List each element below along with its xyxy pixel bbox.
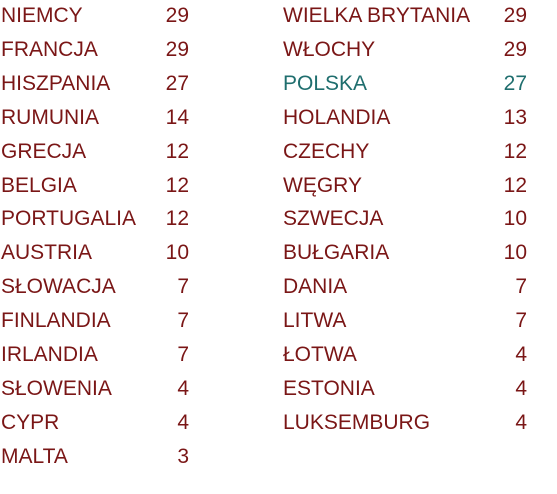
country-name: CZECHY xyxy=(283,139,370,163)
country-votes: 4 xyxy=(177,376,189,400)
country-votes: 13 xyxy=(503,105,527,129)
country-votes: 3 xyxy=(177,444,189,468)
country-votes: 7 xyxy=(515,275,527,299)
country-votes: 7 xyxy=(177,275,189,299)
country-votes: 12 xyxy=(503,139,527,163)
country-votes: 10 xyxy=(503,207,527,231)
country-votes: 7 xyxy=(177,309,189,333)
country-name: DANIA xyxy=(283,275,348,299)
country-votes: 29 xyxy=(165,4,189,27)
country-name: SŁOWACJA xyxy=(1,275,116,299)
country-votes: 4 xyxy=(515,343,527,366)
country-votes: 12 xyxy=(165,139,189,163)
country-votes: 4 xyxy=(515,376,527,400)
country-name: NIEMCY xyxy=(1,4,83,27)
country-votes: 12 xyxy=(165,207,189,231)
country-votes: 7 xyxy=(515,309,527,333)
country-votes: 29 xyxy=(503,37,527,61)
country-name: GRECJA xyxy=(1,139,87,163)
country-votes: 4 xyxy=(177,410,189,434)
country-votes: 4 xyxy=(515,410,527,434)
country-votes: 27 xyxy=(503,71,527,95)
country-votes: 29 xyxy=(165,37,189,61)
country-name: BUŁGARIA xyxy=(283,241,390,265)
country-votes: 10 xyxy=(503,241,527,265)
country-name: ESTONIA xyxy=(283,376,375,400)
country-name: BELGIA xyxy=(1,173,77,197)
country-votes: 12 xyxy=(503,173,527,197)
country-name: SZWECJA xyxy=(283,207,384,231)
country-name: WŁOCHY xyxy=(283,37,376,61)
country-votes: 12 xyxy=(165,173,189,197)
country-votes: 14 xyxy=(165,105,189,129)
country-name: IRLANDIA xyxy=(1,343,98,366)
country-name: ŁOTWA xyxy=(283,343,357,366)
country-name: WIELKA BRYTANIA xyxy=(283,4,471,27)
country-name: PORTUGALIA xyxy=(1,207,136,231)
country-votes: 7 xyxy=(177,343,189,366)
country-votes: 29 xyxy=(503,4,527,27)
country-name: WĘGRY xyxy=(283,173,362,197)
country-name: POLSKA xyxy=(283,71,368,95)
country-name: MALTA xyxy=(1,444,68,468)
country-name: HISZPANIA xyxy=(1,71,111,95)
country-name: LUKSEMBURG xyxy=(283,410,431,434)
country-name: FINLANDIA xyxy=(1,309,111,333)
country-name: FRANCJA xyxy=(1,37,98,61)
country-votes: 27 xyxy=(165,71,189,95)
country-name: RUMUNIA xyxy=(1,105,99,129)
country-name: CYPR xyxy=(1,410,60,434)
country-votes: 10 xyxy=(165,241,189,265)
country-name: LITWA xyxy=(283,309,347,333)
country-name: SŁOWENIA xyxy=(1,376,112,400)
country-name: HOLANDIA xyxy=(283,105,391,129)
country-name: AUSTRIA xyxy=(1,241,93,265)
